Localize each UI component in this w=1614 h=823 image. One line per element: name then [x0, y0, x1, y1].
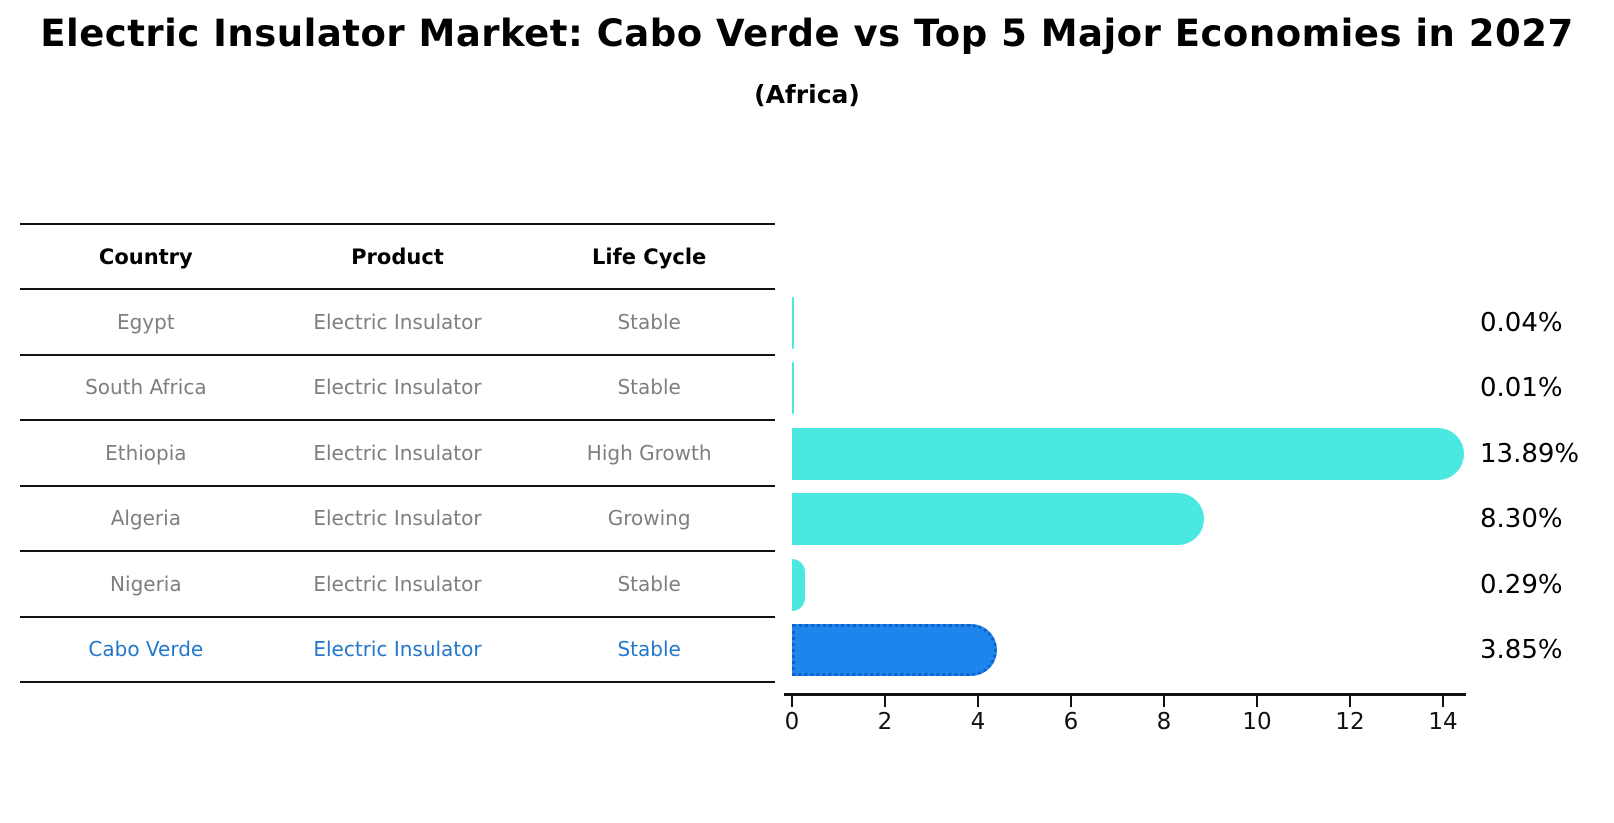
- x-axis-tick-label: 14: [1428, 709, 1458, 735]
- value-label-egypt: 0.04%: [1480, 307, 1563, 338]
- table-row-ethiopia: Ethiopia Electric Insulator High Growth: [20, 421, 775, 487]
- table-row-south-africa: South Africa Electric Insulator Stable: [20, 356, 775, 421]
- table-row-cabo-verde: Cabo Verde Electric Insulator Stable: [20, 618, 775, 683]
- cell-life-cycle: High Growth: [586, 440, 712, 465]
- cell-product: Electric Insulator: [313, 309, 482, 334]
- x-axis-tick: [1348, 696, 1352, 707]
- x-axis-tick: [883, 696, 887, 707]
- x-axis-tick-label: 12: [1335, 709, 1365, 735]
- x-axis-tick-label: 10: [1242, 709, 1272, 735]
- bar-ethiopia: [792, 427, 1464, 480]
- comparison-table: Country Product Life Cycle Egypt Electric…: [20, 223, 775, 683]
- x-axis-tick: [790, 696, 794, 707]
- x-axis-tick: [1069, 696, 1073, 707]
- cell-life-cycle: Stable: [617, 375, 681, 400]
- table-row-nigeria: Nigeria Electric Insulator Stable: [20, 552, 775, 618]
- cell-product: Electric Insulator: [313, 637, 482, 662]
- cell-country: Nigeria: [110, 571, 182, 596]
- cell-country: Ethiopia: [105, 440, 187, 465]
- table-header-product: Product: [351, 244, 444, 269]
- table-body: Egypt Electric Insulator Stable South Afric…: [20, 290, 775, 683]
- table-row-egypt: Egypt Electric Insulator Stable: [20, 290, 775, 356]
- x-axis-tick-label: 8: [1156, 709, 1172, 735]
- x-axis-tick-label: 6: [1063, 709, 1079, 735]
- cell-country: Cabo Verde: [88, 637, 204, 662]
- bar-cabo-verde: [792, 624, 998, 677]
- cell-product: Electric Insulator: [313, 440, 482, 465]
- value-label-algeria: 8.30%: [1480, 504, 1563, 535]
- x-axis-tick: [1441, 696, 1445, 707]
- value-label-nigeria: 0.29%: [1480, 569, 1563, 600]
- value-label-cabo-verde: 3.85%: [1480, 635, 1563, 666]
- x-axis-tick: [1162, 696, 1166, 707]
- x-axis-tick-label: 4: [970, 709, 986, 735]
- x-axis-tick: [976, 696, 980, 707]
- table-header-lifecycle: Life Cycle: [592, 244, 707, 269]
- bar-south-africa: [792, 362, 794, 415]
- cell-life-cycle: Stable: [617, 309, 681, 334]
- table-header-country: Country: [98, 244, 193, 269]
- x-axis-tick: [1255, 696, 1259, 707]
- value-label-ethiopia: 13.89%: [1480, 438, 1580, 469]
- bar-egypt: [792, 296, 794, 349]
- cell-country: Egypt: [116, 309, 175, 334]
- value-label-south-africa: 0.01%: [1480, 373, 1563, 404]
- cell-product: Electric Insulator: [313, 571, 482, 596]
- chart-subtitle: (Africa): [754, 80, 860, 109]
- cell-life-cycle: Stable: [617, 571, 681, 596]
- x-axis-line: [784, 693, 1466, 696]
- table-row-algeria: Algeria Electric Insulator Growing: [20, 487, 775, 552]
- cell-country: Algeria: [110, 506, 181, 531]
- chart-title: Electric Insulator Market: Cabo Verde vs…: [40, 12, 1574, 55]
- x-axis-tick-label: 2: [877, 709, 893, 735]
- cell-country: South Africa: [85, 375, 207, 400]
- table-header-row: Country Product Life Cycle: [20, 225, 775, 290]
- cell-life-cycle: Stable: [617, 637, 681, 662]
- cell-product: Electric Insulator: [313, 375, 482, 400]
- x-axis-tick-label: 0: [784, 709, 800, 735]
- cell-product: Electric Insulator: [313, 506, 482, 531]
- cell-life-cycle: Growing: [607, 506, 691, 531]
- bar-algeria: [792, 493, 1204, 546]
- bar-nigeria: [792, 558, 806, 611]
